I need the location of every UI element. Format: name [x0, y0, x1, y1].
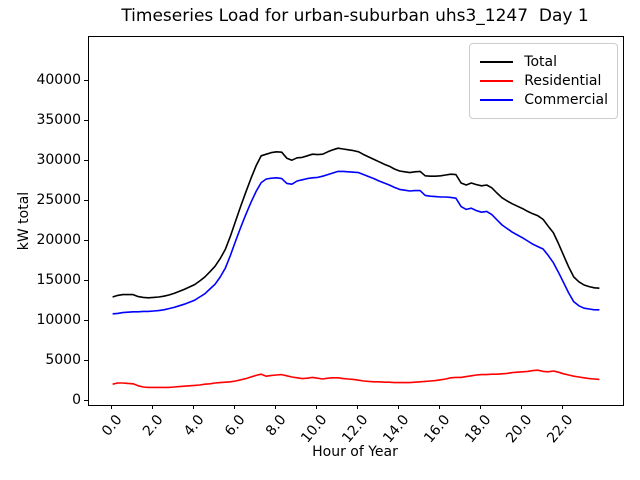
y-tick	[84, 199, 88, 201]
chart-title: Timeseries Load for urban-suburban uhs3_…	[121, 6, 589, 26]
y-tick-label: 25000	[36, 192, 81, 208]
x-tick-label: 8.0	[263, 412, 290, 440]
x-tick-label: 2.0	[140, 412, 167, 440]
legend-swatch-total	[480, 61, 514, 63]
x-tick	[234, 405, 236, 409]
series-line-total	[112, 147, 600, 299]
x-tick-label: 22.0	[544, 412, 577, 447]
series-line-residential	[112, 369, 600, 389]
series-line-commercial	[112, 170, 600, 315]
x-axis-label: Hour of Year	[312, 444, 398, 460]
x-tick-label: 6.0	[222, 412, 249, 440]
y-tick-label: 10000	[36, 312, 81, 328]
y-tick-label: 0	[72, 392, 81, 408]
x-tick-label: 16.0	[421, 412, 454, 447]
x-tick-label: 10.0	[298, 412, 331, 447]
y-tick-label: 5000	[45, 352, 81, 368]
y-tick	[84, 359, 88, 361]
y-axis-label: kW total	[16, 191, 32, 251]
y-tick	[84, 79, 88, 81]
x-tick-label: 0.0	[99, 412, 126, 440]
x-tick	[439, 405, 441, 409]
y-tick	[84, 399, 88, 401]
x-tick	[111, 405, 113, 409]
y-tick-label: 40000	[36, 72, 81, 88]
x-tick	[275, 405, 277, 409]
plot-area: Total Residential Commercial	[88, 36, 624, 406]
legend-label-commercial: Commercial	[524, 92, 608, 108]
x-tick	[398, 405, 400, 409]
x-tick	[152, 405, 154, 409]
legend-entry-residential: Residential	[480, 73, 608, 89]
y-tick-label: 20000	[36, 232, 81, 248]
x-tick	[316, 405, 318, 409]
x-tick-label: 14.0	[380, 412, 413, 447]
legend-label-total: Total	[524, 54, 557, 70]
x-tick	[521, 405, 523, 409]
legend: Total Residential Commercial	[469, 43, 618, 119]
series-lines-svg	[112, 147, 600, 389]
x-tick	[357, 405, 359, 409]
x-tick-label: 12.0	[339, 412, 372, 447]
y-tick	[84, 119, 88, 121]
x-tick	[562, 405, 564, 409]
x-tick-label: 18.0	[462, 412, 495, 447]
legend-entry-total: Total	[480, 54, 608, 70]
y-tick-label: 30000	[36, 152, 81, 168]
legend-label-residential: Residential	[524, 73, 602, 89]
legend-entry-commercial: Commercial	[480, 92, 608, 108]
legend-swatch-residential	[480, 80, 514, 82]
y-tick	[84, 159, 88, 161]
y-tick-label: 15000	[36, 272, 81, 288]
y-tick	[84, 239, 88, 241]
x-tick-label: 4.0	[181, 412, 208, 440]
y-tick-label: 35000	[36, 112, 81, 128]
x-tick-label: 20.0	[503, 412, 536, 447]
y-tick	[84, 319, 88, 321]
legend-swatch-commercial	[480, 99, 514, 101]
x-tick	[193, 405, 195, 409]
y-tick	[84, 279, 88, 281]
x-tick	[480, 405, 482, 409]
